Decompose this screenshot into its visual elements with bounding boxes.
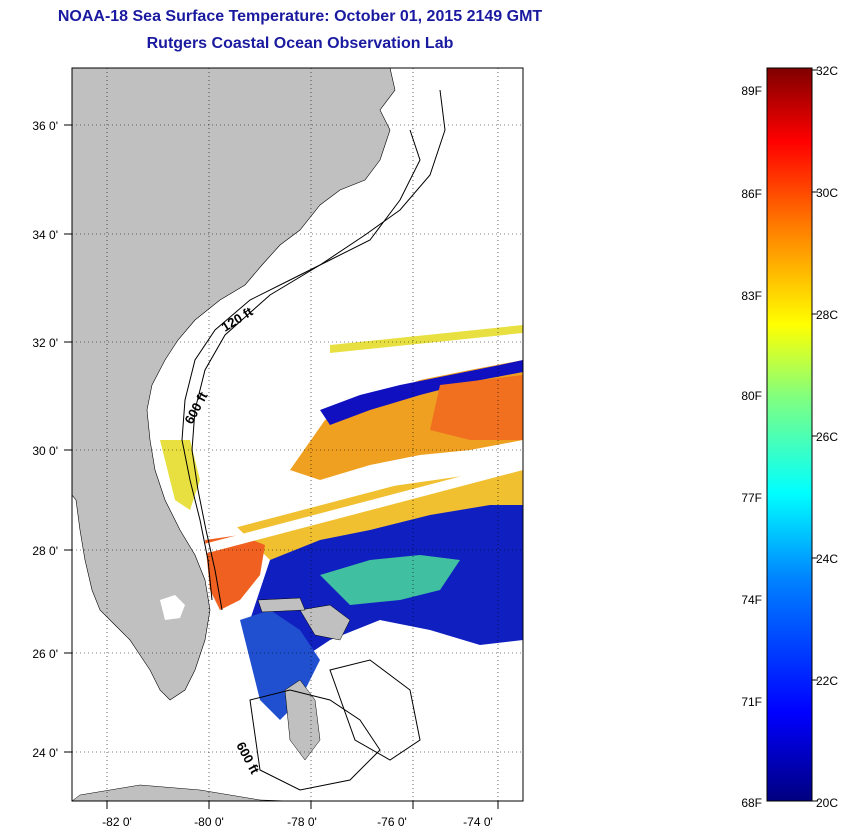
- land-bahamas-grand: [257, 597, 306, 613]
- lat-label: 36 0': [32, 119, 58, 133]
- sst-patch-north-blue: [320, 360, 523, 425]
- contour-bahamas: [249, 689, 381, 791]
- land-cuba: [72, 784, 291, 801]
- cb-label-f: 74F: [741, 593, 762, 607]
- contour-bahamas-2: [329, 659, 421, 761]
- contour-120ft: [181, 129, 421, 601]
- land-bahamas-abaco: [299, 604, 351, 641]
- cb-label-c: 24C: [816, 552, 838, 566]
- lon-label: -82 0': [102, 815, 132, 829]
- map-ticks: [64, 124, 499, 809]
- map-content: [72, 68, 523, 801]
- lat-label: 24 0': [32, 746, 58, 760]
- cb-label-c: 20C: [816, 796, 838, 810]
- cb-label-f: 83F: [741, 289, 762, 303]
- sst-patch-middle: [230, 470, 523, 570]
- lon-label: -78 0': [287, 815, 317, 829]
- cb-label-c: 26C: [816, 430, 838, 444]
- cb-label-f: 77F: [741, 491, 762, 505]
- sst-patch-orange: [430, 375, 523, 440]
- lat-label: 28 0': [32, 544, 58, 558]
- lat-label: 34 0': [32, 228, 58, 242]
- cb-label-f: 89F: [741, 84, 762, 98]
- cb-label-c: 22C: [816, 674, 838, 688]
- cb-label-f: 68F: [741, 796, 762, 810]
- lon-label: -80 0': [194, 815, 224, 829]
- colorbar-fahrenheit-labels: 89F 86F 83F 80F 77F 74F 71F 68F: [741, 84, 762, 810]
- lat-label: 26 0': [32, 647, 58, 661]
- lat-label: 32 0': [32, 336, 58, 350]
- map-frame: [71, 67, 524, 802]
- colorbar-celsius-labels: 32C 30C 28C 26C 24C 22C 20C: [816, 64, 838, 810]
- lon-label: -74 0': [463, 815, 493, 829]
- nodata-swath-1: [200, 440, 523, 537]
- nodata-swath-2: [200, 460, 523, 555]
- cb-label-f: 86F: [741, 187, 762, 201]
- nodata-swath-3: [330, 325, 523, 353]
- lat-label: 30 0': [32, 444, 58, 458]
- land-mainland: [72, 68, 396, 701]
- lon-axis-labels: -82 0' -80 0' -78 0' -76 0' -74 0': [102, 815, 493, 829]
- contour-600ft: [191, 89, 446, 611]
- cb-label-c: 32C: [816, 64, 838, 78]
- sst-patch-coastal-yellow: [160, 440, 200, 510]
- sst-patch-gulfstream: [205, 535, 265, 610]
- colorbar: [766, 67, 813, 802]
- cb-label-c: 28C: [816, 308, 838, 322]
- cb-label-f: 71F: [741, 695, 762, 709]
- cb-label-c: 30C: [816, 186, 838, 200]
- lon-label: -76 0': [377, 815, 407, 829]
- land-lake-okeechobee: [160, 595, 185, 620]
- sst-patch-south-green: [320, 555, 460, 605]
- map-title: NOAA-18 Sea Surface Temperature: October…: [57, 8, 543, 25]
- map-subtitle: Rutgers Coastal Ocean Observation Lab: [146, 35, 454, 52]
- cb-label-f: 80F: [741, 389, 762, 403]
- colorbar-ticks: [812, 69, 818, 802]
- lat-axis-labels: 36 0' 34 0' 32 0' 30 0' 28 0' 26 0' 24 0…: [32, 119, 58, 760]
